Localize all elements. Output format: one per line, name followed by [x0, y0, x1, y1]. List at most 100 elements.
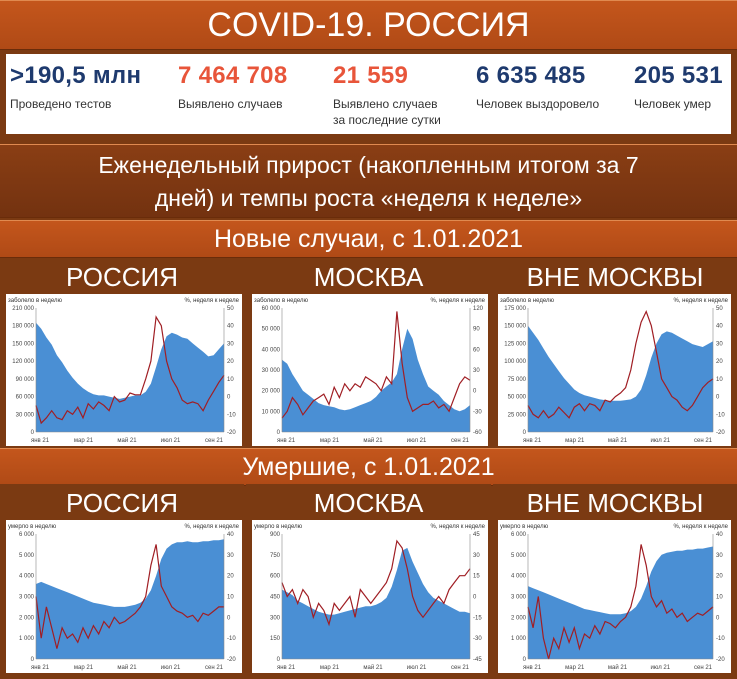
subtitle-line-2: дней) и темпы роста «неделя к неделе» — [154, 185, 583, 211]
right-tick-label: 0 — [473, 389, 477, 395]
right-tick-label: 20 — [716, 359, 723, 365]
y-tick-label: 120 000 — [12, 359, 34, 365]
y-tick-label: 60 000 — [262, 306, 281, 312]
x-tick-label: май 21 — [117, 437, 137, 444]
right-tick-label: 10 — [716, 595, 723, 601]
x-tick-label: мар 21 — [74, 665, 94, 671]
column-title-moscow: МОСКВА — [246, 484, 491, 522]
x-tick-label: сен 21 — [694, 438, 713, 444]
x-tick-label: сен 21 — [205, 665, 224, 671]
y-tick-label: 4 000 — [19, 574, 35, 580]
growth-rate-line — [35, 315, 225, 425]
y-tick-label: 4 000 — [511, 574, 527, 580]
right-tick-label: -30 — [473, 636, 482, 642]
right-tick-label: 45 — [473, 532, 480, 538]
y-tick-label: 50 000 — [262, 327, 281, 333]
x-tick-label: май 21 — [608, 437, 628, 444]
stat-cases: 7 464 708 Выявлено случаев — [178, 62, 287, 112]
weekly-area-series — [528, 546, 713, 659]
left-axis-title: заболело в неделю — [254, 298, 308, 304]
growth-rate-line — [281, 311, 471, 419]
right-tick-label: 40 — [227, 532, 234, 538]
x-tick-label: янв 21 — [31, 665, 50, 671]
left-axis-title: умерло в неделю — [8, 524, 57, 530]
x-tick-label: май 21 — [117, 664, 137, 671]
chart-deaths-russia: умерло в неделю %, неделя к неделе 6 000 5 … — [6, 520, 242, 673]
y-tick-label: 6 000 — [511, 532, 527, 538]
right-tick-label: -10 — [227, 412, 236, 418]
x-tick-label: мар 21 — [74, 438, 94, 444]
right-tick-label: -60 — [473, 430, 482, 436]
right-tick-label: -20 — [227, 657, 236, 663]
y-tick-label: 0 — [31, 430, 35, 436]
right-axis-title: %, неделя к неделе — [184, 524, 239, 530]
x-tick-label: янв 21 — [523, 438, 542, 444]
right-tick-label: 40 — [716, 324, 723, 330]
x-tick-label: июл 21 — [650, 438, 670, 444]
column-title-outside-moscow: ВНЕ МОСКВЫ — [493, 258, 737, 296]
right-tick-label: 50 — [227, 306, 234, 312]
y-tick-label: 100 000 — [504, 359, 526, 365]
x-tick-label: сен 21 — [451, 438, 470, 444]
right-axis-title: %, неделя к неделе — [184, 298, 239, 304]
right-tick-label: 15 — [473, 574, 480, 580]
x-tick-label: мар 21 — [565, 665, 585, 671]
y-tick-label: 90 000 — [16, 377, 35, 383]
weekly-area-series — [282, 328, 470, 432]
right-tick-label: 10 — [227, 377, 234, 383]
y-tick-label: 900 — [270, 532, 281, 538]
y-tick-label: 50 000 — [508, 395, 527, 401]
x-tick-label: мар 21 — [565, 438, 585, 444]
x-tick-label: июл 21 — [650, 665, 670, 671]
x-tick-label: янв 21 — [277, 438, 296, 444]
right-tick-label: 0 — [227, 615, 231, 621]
right-tick-label: 30 — [716, 553, 723, 559]
right-tick-label: -45 — [473, 657, 482, 663]
x-tick-label: сен 21 — [205, 438, 224, 444]
chart-deaths-moscow: умерло в неделю %, неделя к неделе 900 750 6… — [252, 520, 488, 673]
right-axis-title: %, неделя к неделе — [673, 524, 728, 530]
y-tick-label: 300 — [270, 615, 281, 621]
stat-label: Человек умер — [634, 97, 712, 111]
right-tick-label: 30 — [227, 341, 234, 347]
y-tick-label: 6 000 — [19, 532, 35, 538]
right-tick-label: 20 — [227, 574, 234, 580]
x-tick-label: мар 21 — [320, 665, 340, 671]
y-tick-label: 175 000 — [504, 306, 526, 312]
stat-label: Человек выздоровело — [476, 97, 600, 111]
y-tick-label: 180 000 — [12, 324, 34, 330]
stat-value: 205 531 — [634, 62, 723, 89]
right-tick-label: 0 — [227, 395, 231, 401]
right-tick-label: 10 — [227, 595, 234, 601]
right-axis-title: %, неделя к неделе — [430, 298, 485, 304]
right-tick-label: -10 — [716, 412, 725, 418]
column-title-russia: РОССИЯ — [0, 484, 244, 522]
right-tick-label: -20 — [716, 657, 725, 663]
y-tick-label: 30 000 — [262, 368, 281, 374]
right-tick-label: -10 — [227, 636, 236, 642]
subtitle: Еженедельный прирост (накопленным итогом… — [0, 144, 737, 218]
chart-deaths-outside-moscow: умерло в неделю %, неделя к неделе 6 000 5 … — [498, 520, 731, 673]
right-tick-label: 30 — [473, 553, 480, 559]
stats-panel: >190,5 млн Проведено тестов 7 464 708 Вы… — [6, 54, 731, 134]
weekly-area-series — [282, 547, 470, 659]
right-tick-label: 30 — [716, 341, 723, 347]
y-tick-label: 2 000 — [19, 615, 35, 621]
right-axis-title: %, неделя к неделе — [430, 524, 485, 530]
stat-recovered: 6 635 485 Человек выздоровело — [476, 62, 599, 112]
x-tick-label: июл 21 — [161, 438, 181, 444]
column-title-moscow: МОСКВА — [246, 258, 491, 296]
right-tick-label: 40 — [227, 324, 234, 330]
stat-value: >190,5 млн — [10, 62, 142, 89]
left-axis-title: умерло в неделю — [500, 524, 549, 530]
y-tick-label: 0 — [523, 657, 527, 663]
right-tick-label: 0 — [473, 595, 477, 601]
stat-label: Выявлено случаев — [178, 97, 283, 111]
left-axis-title: заболело в неделю — [8, 298, 62, 304]
stat-tests: >190,5 млн Проведено тестов — [10, 62, 141, 112]
growth-rate-line — [527, 544, 714, 660]
y-tick-label: 20 000 — [262, 389, 281, 395]
y-tick-label: 0 — [277, 430, 281, 436]
y-tick-label: 0 — [277, 657, 281, 663]
stat-value: 6 635 485 — [476, 62, 586, 89]
